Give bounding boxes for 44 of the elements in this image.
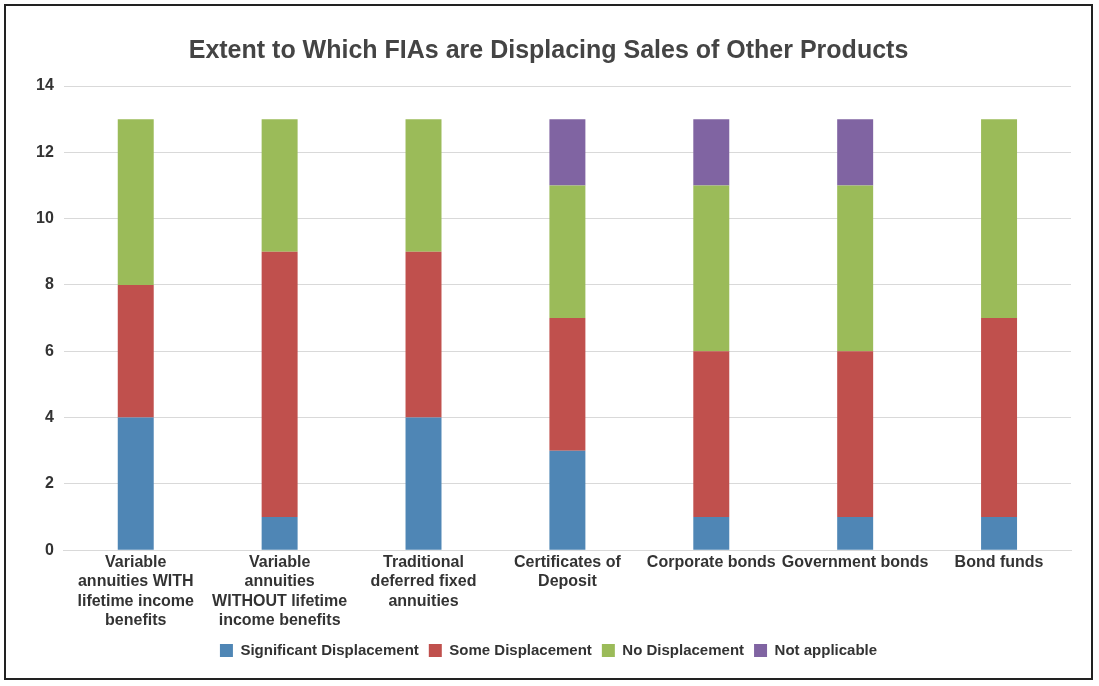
bar <box>549 318 586 451</box>
x-tick-label: Variable annuities WITH lifetime income benefits <box>77 553 195 628</box>
bar <box>837 351 874 518</box>
y-tick-label: 12 <box>36 142 54 160</box>
bar <box>117 417 154 550</box>
legend-label: Some Displacement <box>449 640 592 658</box>
bar <box>405 417 442 550</box>
bar <box>693 351 730 518</box>
bar <box>117 119 154 285</box>
bar <box>117 284 154 418</box>
bar <box>261 517 298 550</box>
bar <box>981 517 1018 550</box>
legend-label: Significant Displacement <box>240 640 419 658</box>
bar <box>981 119 1018 319</box>
bar <box>549 119 586 186</box>
x-tick-label: Variable annuities WITHOUT lifetime income benefits <box>212 553 348 628</box>
y-tick-label: 6 <box>44 341 54 359</box>
bar <box>549 450 586 550</box>
chart-title: Extent to Which FIAs are Displacing Sales of Other Products <box>188 34 909 63</box>
bar <box>693 517 730 550</box>
y-tick-label: 0 <box>44 540 54 558</box>
x-tick-label: Certificates of Deposit <box>514 553 622 590</box>
y-tick-label: 14 <box>36 76 54 94</box>
bar <box>693 119 730 186</box>
x-tick-label: Government bonds <box>781 553 929 571</box>
legend-label: No Displacement <box>622 640 745 658</box>
bar <box>405 119 442 252</box>
bar <box>837 185 874 352</box>
bar <box>837 517 874 550</box>
y-tick-label: 4 <box>44 407 54 425</box>
bar <box>981 318 1018 518</box>
x-tick-label: Corporate bonds <box>646 553 776 571</box>
bar <box>405 251 442 418</box>
y-tick-label: 2 <box>44 474 54 492</box>
bar <box>261 119 298 252</box>
y-tick-label: 8 <box>44 275 54 293</box>
bar <box>261 251 298 518</box>
bar <box>837 119 874 186</box>
x-tick-label: Traditional deferred fixed annuities <box>370 553 477 609</box>
bar <box>549 185 586 319</box>
x-tick-label: Bond funds <box>954 553 1044 571</box>
y-tick-label: 10 <box>36 209 54 227</box>
legend-label: Not applicable <box>774 640 878 658</box>
bar <box>693 185 730 352</box>
